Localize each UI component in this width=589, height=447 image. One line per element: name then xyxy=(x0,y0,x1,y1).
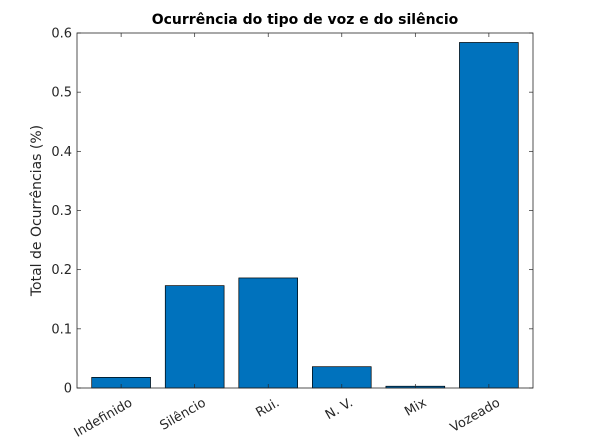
y-tick-label: 0.1 xyxy=(51,322,72,337)
y-tick-label: 0.4 xyxy=(51,145,72,160)
bars-group xyxy=(91,42,519,389)
y-tick-label: 0.2 xyxy=(51,263,72,278)
y-tick-label: 0.6 xyxy=(51,27,72,42)
bar-6 xyxy=(459,42,519,389)
y-tick-label: 0.3 xyxy=(51,204,72,219)
y-tick-label: 0 xyxy=(64,382,72,397)
chart-title: Ocurrência do tipo de voz e do silêncio xyxy=(152,12,459,28)
bar-2 xyxy=(164,285,225,389)
y-tick-label: 0.5 xyxy=(51,86,72,101)
y-ticks-group: 0 0.1 0.2 0.3 0.4 0.5 0.6 xyxy=(51,27,533,397)
bar-3 xyxy=(238,277,298,389)
y-axis-label: Total de Ocurrências (%) xyxy=(29,125,45,297)
plot-area xyxy=(77,33,533,388)
